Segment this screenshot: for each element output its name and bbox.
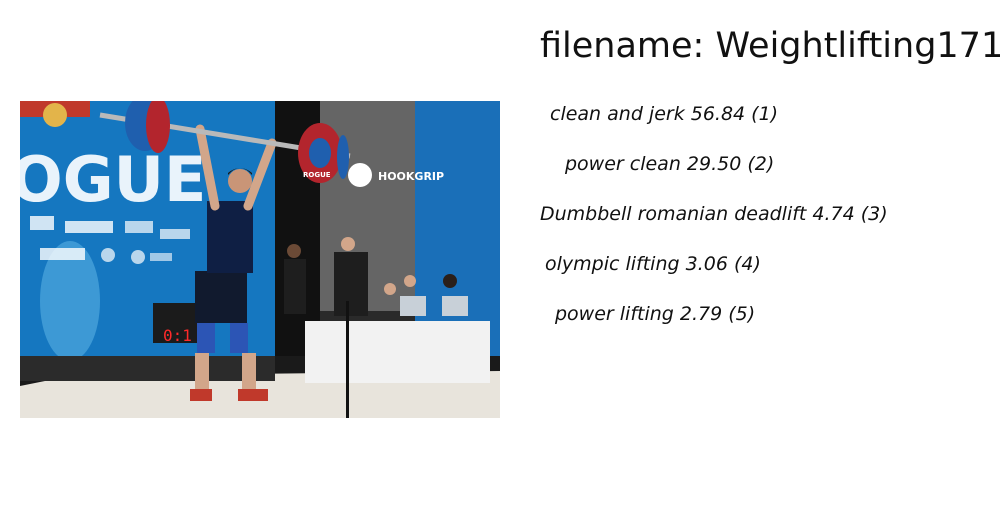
plate-text: ROGUE — [303, 171, 331, 179]
prediction-item-1: clean and jerk 56.84 (1) — [550, 103, 778, 125]
banner-brand-text: HOOKGRIP — [378, 170, 444, 183]
hookgrip-logo-icon — [348, 163, 372, 187]
prediction-item-2: power clean 29.50 (2) — [565, 153, 774, 175]
lifter-singlet — [207, 201, 253, 273]
prediction-item-4: olympic lifting 3.06 (4) — [545, 253, 761, 275]
lifter-shorts — [195, 271, 247, 323]
banner-right — [415, 101, 500, 356]
clock-text: 0:1 — [163, 326, 192, 345]
weightlifting-photo: OGUE HOOKGRIP 0:1 — [20, 101, 500, 418]
prediction-item-3: Dumbbell romanian deadlift 4.74 (3) — [540, 203, 888, 225]
prediction-item-5: power lifting 2.79 (5) — [555, 303, 755, 325]
banner-large-text: OGUE — [20, 143, 206, 216]
judges-table — [305, 321, 490, 383]
federation-emblem-icon — [43, 103, 67, 127]
filename-title: filename: Weightlifting171.jpg — [540, 26, 1000, 66]
